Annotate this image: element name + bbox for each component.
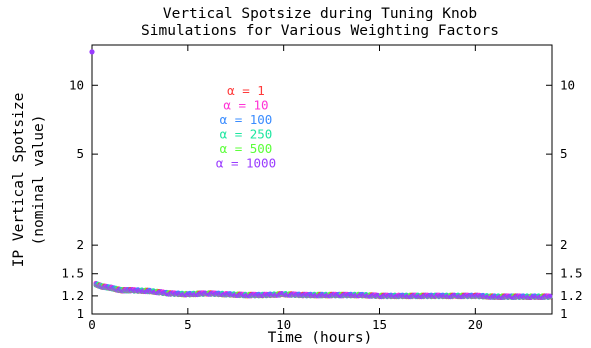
legend-entry: α = 10 [223, 98, 268, 113]
y-tick-label: 2 [76, 237, 84, 252]
y-tick-label: 1 [76, 306, 84, 321]
y-tick-label: 1.5 [61, 266, 84, 281]
y-tick-label: 1.2 [61, 288, 84, 303]
x-tick-label: 0 [88, 317, 96, 332]
y-tick-label: 10 [69, 77, 84, 92]
y-tick-label-right: 5 [560, 146, 568, 161]
y-axis-ticks: 1 1 1.2 1.2 1.5 1.5 2 2 5 5 10 10 [61, 77, 582, 321]
data-points [89, 49, 553, 301]
y-tick-label: 5 [76, 146, 84, 161]
y-tick-label-right: 1.5 [560, 266, 583, 281]
x-tick-label: 10 [276, 317, 291, 332]
y-axis-title-line-2: (nominal value) [31, 115, 47, 246]
y-tick-label-right: 1.2 [560, 288, 583, 303]
plot-frame [91, 44, 553, 315]
legend-entry: α = 100 [220, 112, 273, 127]
legend-entry: α = 250 [220, 127, 273, 142]
plot-border [91, 44, 553, 315]
data-point [547, 293, 553, 299]
legend-entry: α = 500 [220, 141, 273, 156]
y-axis-title: IP Vertical Spotsize (nominal value) [11, 93, 47, 268]
x-tick-label: 15 [372, 317, 387, 332]
chart-title-line-1: Vertical Spotsize during Tuning Knob [163, 6, 477, 22]
y-tick-label-right: 2 [560, 237, 568, 252]
chart-title: Vertical Spotsize during Tuning Knob Sim… [141, 6, 499, 39]
x-tick-label: 5 [184, 317, 192, 332]
chart-title-line-2: Simulations for Various Weighting Factor… [141, 23, 499, 39]
x-tick-label: 20 [468, 317, 483, 332]
legend-entry: α = 1 [227, 83, 265, 98]
data-point [89, 49, 95, 55]
y-axis-title-line-1: IP Vertical Spotsize [11, 93, 27, 268]
y-tick-label-right: 10 [560, 77, 575, 92]
x-axis-ticks: 0 5 10 15 20 [88, 45, 483, 332]
y-tick-label-right: 1 [560, 306, 568, 321]
x-axis-title: Time (hours) [268, 330, 373, 346]
legend-entry: α = 1000 [216, 156, 276, 171]
